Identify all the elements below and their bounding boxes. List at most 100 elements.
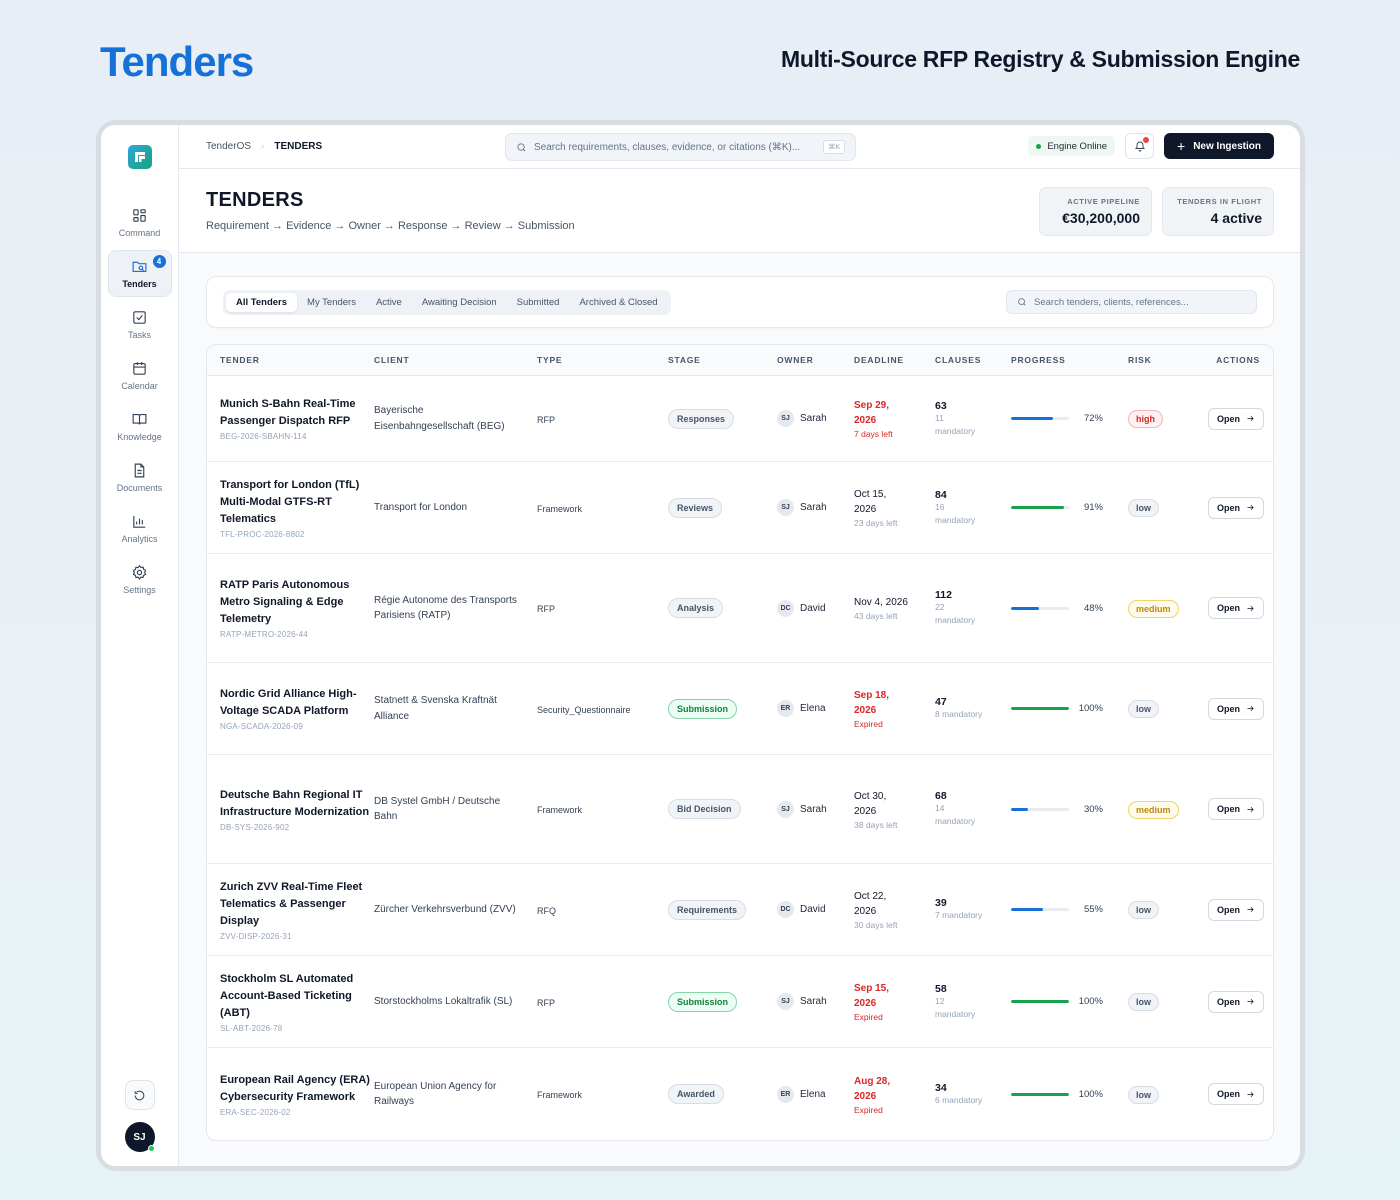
sidebar-item-knowledge[interactable]: Knowledge	[108, 403, 172, 450]
tender-cell: European Rail Agency (ERA) Cybersecurity…	[207, 1072, 374, 1117]
stage-badge: Responses	[668, 408, 735, 429]
clause-count: 58	[935, 982, 947, 995]
open-tender-button[interactable]: Open	[1208, 798, 1265, 820]
owner-name: Sarah	[800, 803, 827, 815]
column-header-client[interactable]: CLIENT	[374, 355, 410, 365]
tender-type: RFP	[537, 997, 555, 1008]
tab-active[interactable]: Active	[375, 296, 402, 308]
sidebar-item-label: Tenders	[122, 279, 157, 289]
tender-reference: DB-SYS-2026-902	[220, 822, 290, 832]
open-tender-button[interactable]: Open	[1208, 496, 1265, 519]
sidebar-item-documents[interactable]: Documents	[108, 454, 172, 501]
type-cell: RFP	[537, 599, 668, 617]
column-header-clauses[interactable]: CLAUSES	[935, 355, 982, 365]
open-tender-button[interactable]: Open	[1208, 697, 1265, 720]
open-tender-button[interactable]: Open	[1208, 597, 1265, 619]
sidebar-item-analytics[interactable]: Analytics	[108, 505, 172, 552]
tender-name[interactable]: Transport for London (TfL) Multi-Modal G…	[220, 478, 360, 525]
client-name: Statnett & Svenska Kraftnät Alliance	[374, 695, 497, 722]
tab-all-tenders[interactable]: All Tenders	[226, 292, 298, 312]
table-row[interactable]: Nordic Grid Alliance High-Voltage SCADA …	[207, 663, 1273, 755]
progress-bar-fill	[1011, 606, 1039, 610]
column-header-deadline[interactable]: DEADLINE	[854, 355, 904, 365]
sidebar-bottom: SJ	[124, 1080, 155, 1152]
progress-percent: 100%	[1078, 996, 1103, 1007]
open-tender-button[interactable]: Open	[1208, 898, 1265, 921]
app-logo-icon[interactable]	[127, 145, 152, 169]
tender-reference: ZVV-DISP-2026-31	[220, 931, 292, 941]
hero-title: Tenders	[100, 38, 254, 85]
table-row[interactable]: Stockholm SL Automated Account-Based Tic…	[207, 956, 1273, 1048]
column-header-tender[interactable]: TENDER	[220, 355, 260, 365]
tender-name[interactable]: European Rail Agency (ERA) Cybersecurity…	[220, 1073, 370, 1103]
user-avatar[interactable]: SJ	[124, 1122, 155, 1152]
open-button-label: Open	[1217, 502, 1241, 513]
owner-cell: DC David	[777, 901, 854, 918]
deadline-remaining: 7 days left	[854, 429, 893, 439]
filter-tabs: All Tenders My Tenders Active Awaiting Deci…	[223, 289, 671, 315]
column-header-owner[interactable]: OWNER	[777, 355, 814, 365]
stage-cell: Analysis	[668, 598, 777, 618]
stage-badge: Reviews	[668, 497, 723, 518]
owner: SJ Sarah	[777, 410, 854, 427]
tender-name[interactable]: Stockholm SL Automated Account-Based Tic…	[220, 972, 354, 1019]
progress-bar	[1011, 707, 1069, 710]
table-row[interactable]: European Rail Agency (ERA) Cybersecurity…	[207, 1048, 1273, 1140]
tender-name[interactable]: Zurich ZVV Real-Time Fleet Telematics & …	[220, 880, 363, 927]
type-cell: Framework	[537, 499, 668, 517]
tab-submitted[interactable]: Submitted	[516, 296, 560, 308]
global-search-input[interactable]: Search requirements, clauses, evidence, …	[505, 133, 856, 161]
tender-type: Security_Questionnaire	[537, 704, 631, 715]
progress-percent: 100%	[1078, 1088, 1103, 1100]
new-ingestion-button[interactable]: + New Ingestion	[1164, 133, 1274, 159]
tender-search-input[interactable]: Search tenders, clients, references...	[1006, 290, 1257, 314]
sidebar-item-command[interactable]: Command	[108, 199, 172, 246]
owner-name: Sarah	[800, 413, 827, 424]
gear-icon	[132, 564, 147, 580]
progress: 72%	[1011, 413, 1128, 424]
table-row[interactable]: Deutsche Bahn Regional IT Infrastructure…	[207, 755, 1273, 864]
tab-awaiting-decision[interactable]: Awaiting Decision	[421, 296, 497, 308]
notifications-button[interactable]	[1125, 133, 1155, 159]
sidebar-item-label: Settings	[123, 585, 156, 595]
sidebar-item-calendar[interactable]: Calendar	[108, 352, 172, 399]
clauses-cell: 34 6 mandatory	[935, 1082, 1011, 1107]
owner-avatar: SJ	[777, 993, 794, 1010]
open-tender-button[interactable]: Open	[1208, 1083, 1265, 1105]
refresh-button[interactable]	[124, 1080, 155, 1110]
sidebar-item-label: Documents	[116, 483, 163, 493]
sidebar-item-label: Analytics	[121, 534, 158, 544]
tab-archived-closed[interactable]: Archived & Closed	[579, 296, 658, 308]
column-header-risk[interactable]: RISK	[1128, 355, 1152, 365]
mandatory-count: 8 mandatory	[935, 709, 983, 719]
open-tender-button[interactable]: Open	[1208, 407, 1265, 430]
stage-cell: Awarded	[668, 1084, 777, 1104]
tab-my-tenders[interactable]: My Tenders	[307, 296, 356, 308]
owner: ER Elena	[777, 1085, 854, 1103]
sidebar-item-tasks[interactable]: Tasks	[108, 301, 172, 348]
tender-name[interactable]: Nordic Grid Alliance High-Voltage SCADA …	[220, 688, 357, 717]
column-header-type[interactable]: TYPE	[537, 355, 563, 365]
clauses-cell: 84 16 mandatory	[935, 489, 1011, 527]
column-header-stage[interactable]: STAGE	[668, 355, 701, 365]
open-button-label: Open	[1217, 804, 1241, 814]
table-row[interactable]: Zurich ZVV Real-Time Fleet Telematics & …	[207, 864, 1273, 956]
table-row[interactable]: Transport for London (TfL) Multi-Modal G…	[207, 462, 1273, 554]
column-header-progress[interactable]: PROGRESS	[1011, 355, 1066, 365]
tender-name[interactable]: Munich S-Bahn Real-Time Passenger Dispat…	[220, 398, 356, 427]
sidebar-item-tenders[interactable]: Tenders 4	[107, 250, 172, 297]
deadline-date: Oct 22, 2026	[854, 891, 887, 917]
owner-cell: SJ Sarah	[777, 410, 854, 427]
stage-cell: Reviews	[668, 497, 777, 518]
owner-cell: SJ Sarah	[777, 800, 854, 818]
app-frame: Command Tenders 4 Tasks Calendar Knowledge Doc…	[96, 120, 1305, 1171]
kpi-value: €30,200,000	[1062, 210, 1140, 226]
tender-name[interactable]: Deutsche Bahn Regional IT Infrastructure…	[220, 788, 370, 818]
table-row[interactable]: Munich S-Bahn Real-Time Passenger Dispat…	[207, 376, 1273, 462]
owner-avatar: DC	[777, 901, 794, 918]
tender-name[interactable]: RATP Paris Autonomous Metro Signaling & …	[220, 579, 350, 625]
table-row[interactable]: RATP Paris Autonomous Metro Signaling & …	[207, 554, 1273, 663]
open-tender-button[interactable]: Open	[1208, 990, 1265, 1013]
sidebar-item-settings[interactable]: Settings	[108, 556, 172, 603]
breadcrumb-root[interactable]: TenderOS	[206, 141, 252, 152]
